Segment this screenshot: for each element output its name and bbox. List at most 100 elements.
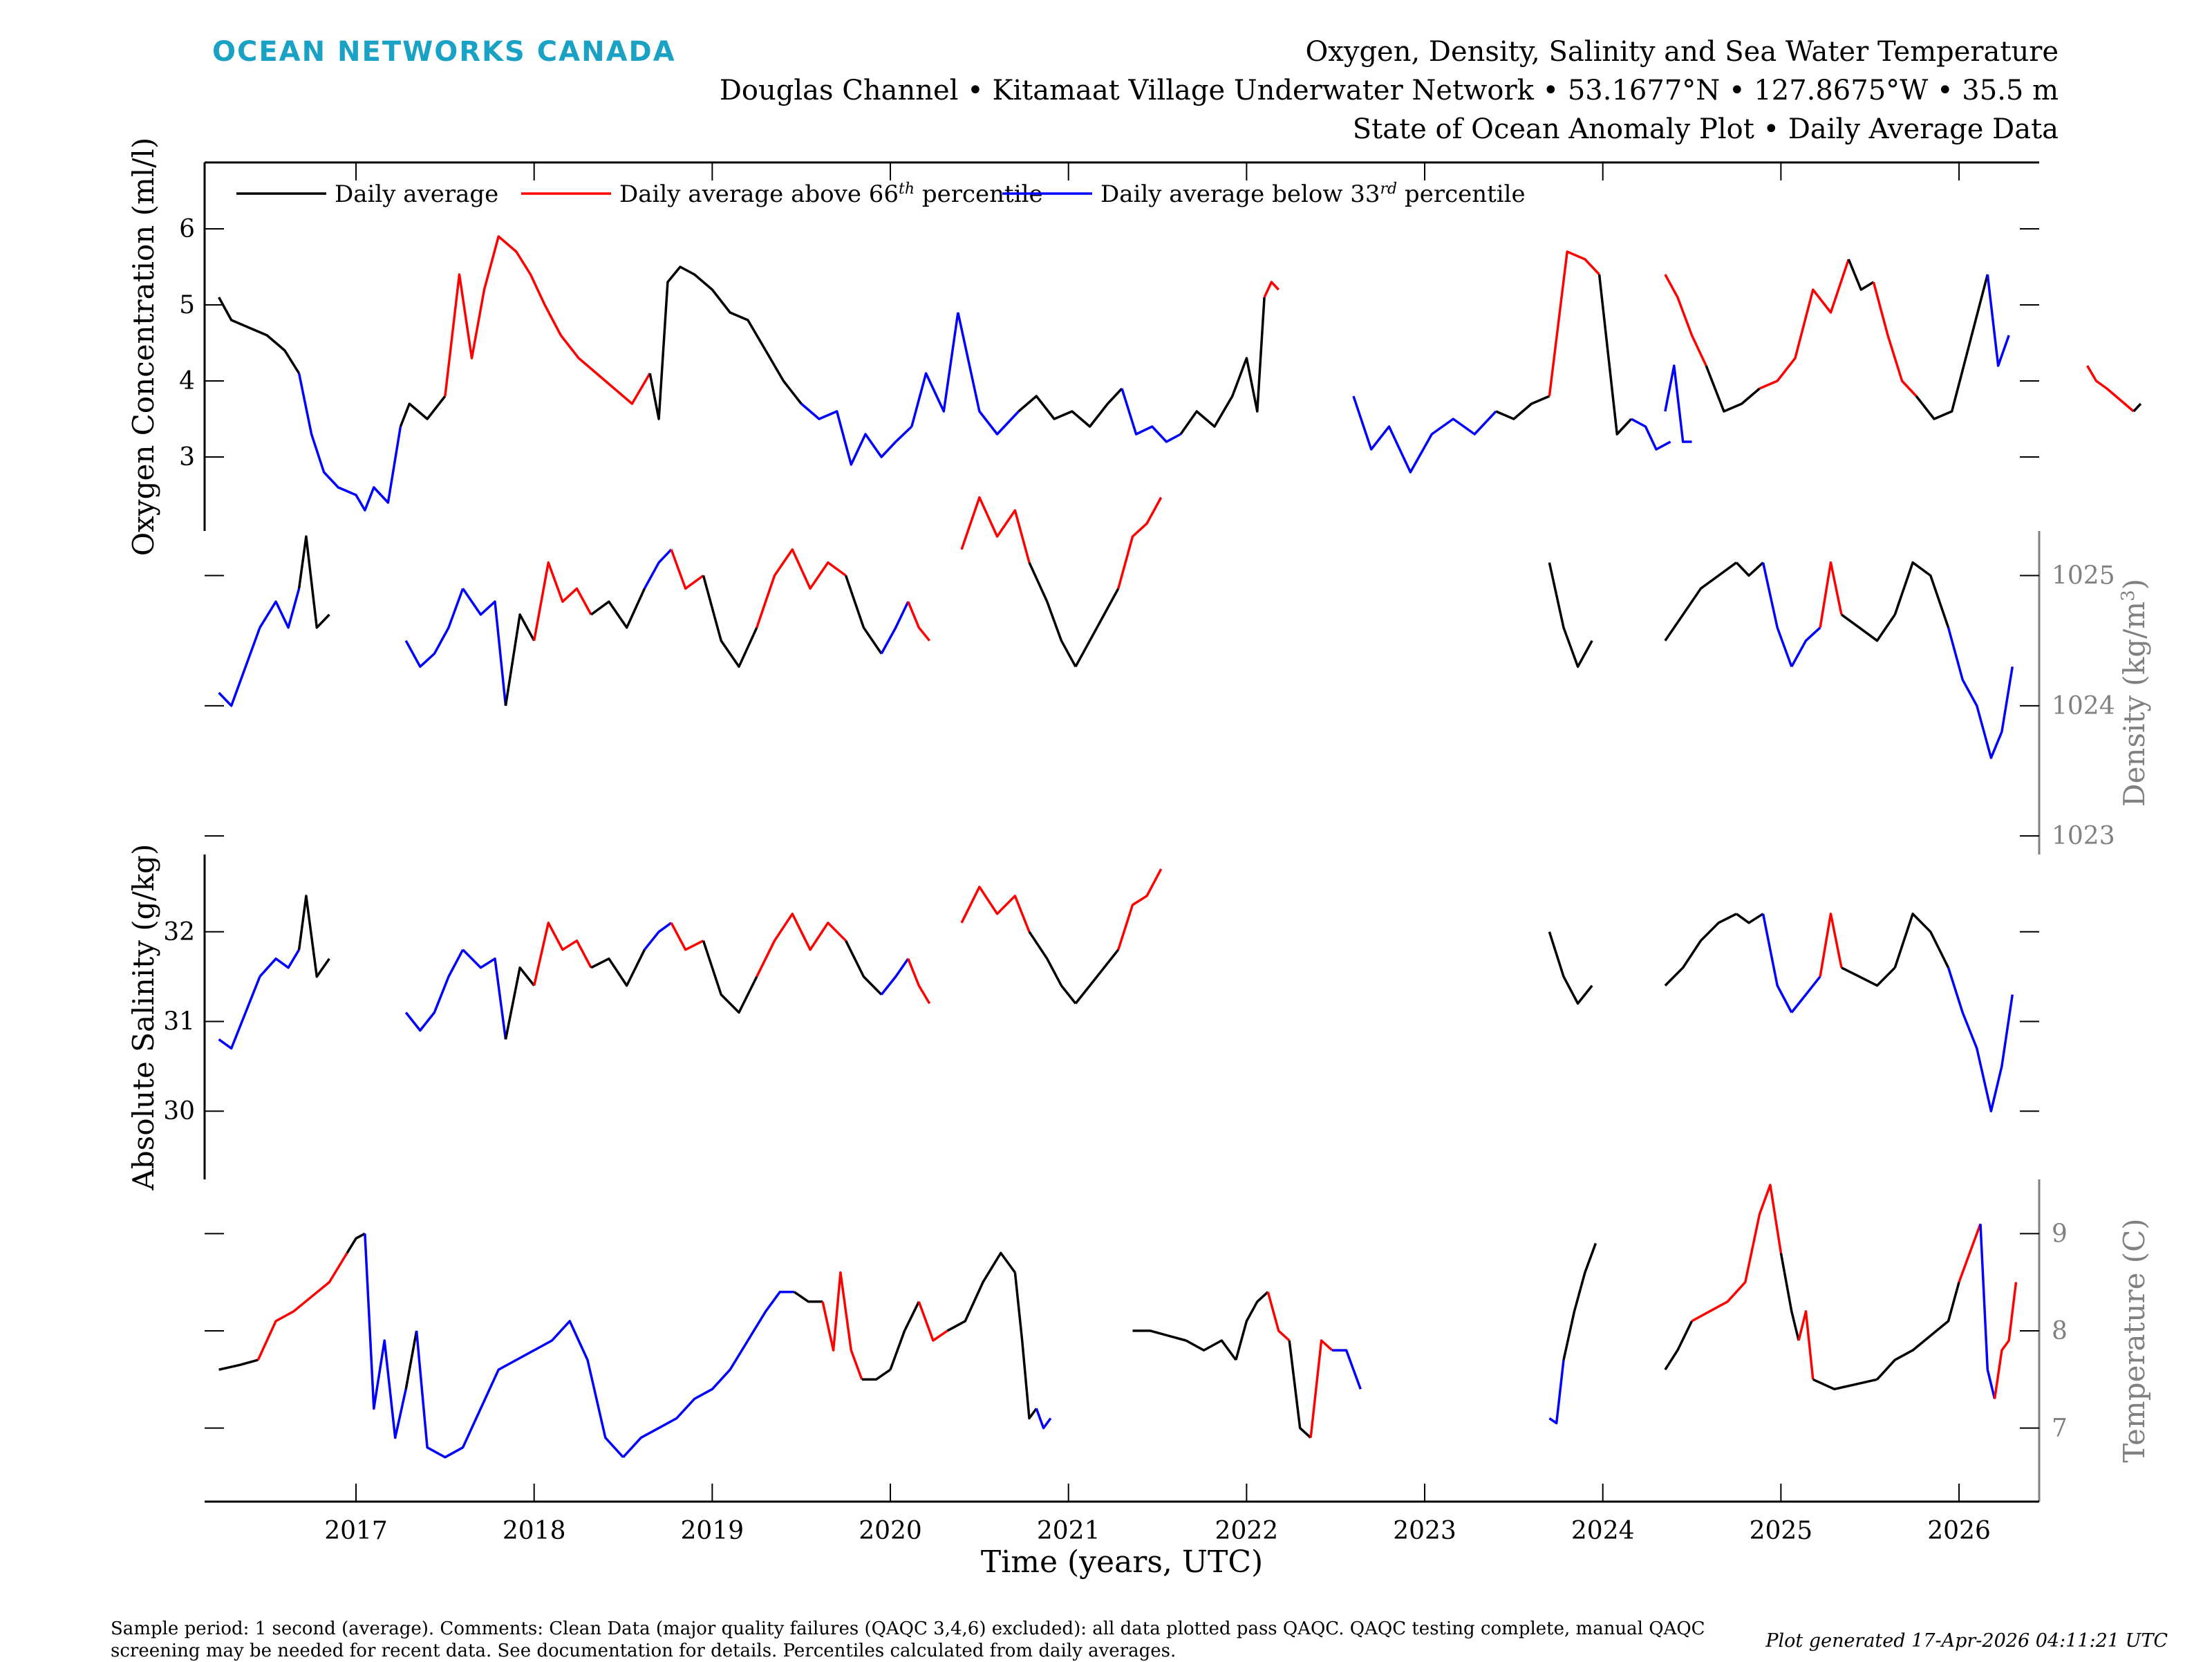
salinity-series-below xyxy=(1790,975,1821,1014)
x-tick-label: 2017 xyxy=(324,1517,388,1545)
density-series-above xyxy=(1819,561,1843,628)
density-series-daily xyxy=(504,613,536,707)
salinity-series-daily xyxy=(297,895,330,978)
density-series-above xyxy=(907,601,931,642)
x-tick-label: 2020 xyxy=(859,1517,922,1545)
temperature-series-daily xyxy=(404,1330,418,1390)
x-tick-label: 2018 xyxy=(503,1517,566,1545)
temperature-series-below xyxy=(364,1233,407,1439)
salinity-series-daily xyxy=(1074,949,1120,1005)
salinity-axis-label: Absolute Salinity (g/kg) xyxy=(126,844,160,1191)
temperature-series-daily xyxy=(346,1232,366,1254)
density-series-daily xyxy=(1735,561,1764,577)
temperature-series-above xyxy=(1797,1310,1815,1380)
density-tick-label: 1023 xyxy=(2052,822,2115,850)
salinity-series-daily xyxy=(1841,967,1896,987)
density-series-daily xyxy=(702,575,758,669)
temperature-series-daily xyxy=(889,1301,920,1370)
oxygen-series-below xyxy=(1664,364,1692,443)
legend-label-below: Daily average below 33rd percentile xyxy=(1100,180,1526,208)
salinity-series-below xyxy=(462,949,507,1040)
plot-generated-timestamp: Plot generated 17-Apr-2026 04:11:21 UTC xyxy=(1765,1630,2168,1652)
temperature-axis-label: Temperature (C) xyxy=(2117,1218,2151,1462)
ocean-networks-canada-logo: OCEAN NETWORKS CANADA xyxy=(212,36,676,68)
oxygen-tick-label: 3 xyxy=(179,443,195,471)
density-series-below xyxy=(1761,562,1793,667)
x-tick-label: 2019 xyxy=(681,1517,744,1545)
salinity-series-daily xyxy=(1893,913,1950,969)
salinity-series-above xyxy=(1819,913,1843,977)
salinity-tick-label: 31 xyxy=(163,1007,195,1036)
temperature-series-daily xyxy=(1562,1242,1597,1361)
salinity-tick-label: 30 xyxy=(163,1097,195,1126)
salinity-series-daily xyxy=(1028,931,1077,1005)
x-axis-label: Time (years, UTC) xyxy=(981,1544,1263,1580)
oxygen-tick-label: 6 xyxy=(179,215,195,243)
salinity-series-below xyxy=(1947,967,2014,1112)
temperature-tick-label: 9 xyxy=(2052,1220,2068,1248)
oxygen-series-above xyxy=(1664,274,1707,366)
density-series-above xyxy=(670,549,704,590)
oxygen-series-above xyxy=(1263,281,1280,298)
oxygen-series-below xyxy=(297,373,402,512)
oxygen-series-above xyxy=(1548,250,1600,397)
chart-subtitle: Douglas Channel • Kitamaat Village Under… xyxy=(719,75,2059,106)
temperature-series-above xyxy=(1309,1339,1333,1438)
oxygen-series-above xyxy=(1872,281,1918,398)
temperature-series-daily xyxy=(1812,1378,1877,1391)
salinity-series-above xyxy=(1117,868,1163,951)
density-series-below xyxy=(404,588,465,669)
temperature-tick-label: 7 xyxy=(2052,1414,2068,1443)
salinity-series-below xyxy=(259,949,301,978)
temperature-series-above xyxy=(256,1252,348,1361)
density-series-below xyxy=(643,548,673,590)
temperature-series-above xyxy=(821,1271,863,1380)
density-series-below xyxy=(462,588,507,706)
oxygen-series-below xyxy=(910,312,959,427)
legend-label-daily: Daily average xyxy=(335,180,498,208)
salinity-series-above xyxy=(960,886,1031,933)
salinity-tick-label: 32 xyxy=(163,918,195,946)
salinity-series-below xyxy=(880,958,910,996)
density-series-above xyxy=(960,496,1031,563)
plot-type-label: State of Ocean Anomaly Plot • Daily Aver… xyxy=(1352,113,2059,145)
oxygen-series-daily xyxy=(2133,402,2142,413)
legend-label-above: Daily average above 66th percentile xyxy=(619,180,1043,208)
oxygen-series-daily xyxy=(399,395,447,427)
x-tick-label: 2024 xyxy=(1571,1517,1635,1545)
temperature-series-daily xyxy=(1235,1291,1269,1361)
density-series-daily xyxy=(1028,561,1077,668)
salinity-series-daily xyxy=(702,940,758,1014)
salinity-series-daily xyxy=(845,940,883,996)
density-series-above xyxy=(1117,496,1163,589)
salinity-series-daily xyxy=(590,949,646,987)
oxygen-axis-label: Oxygen Concentration (ml/l) xyxy=(126,138,160,557)
density-series-below xyxy=(880,601,910,655)
oxygen-series-daily xyxy=(1179,297,1266,436)
density-series-daily xyxy=(590,588,646,629)
x-tick-label: 2023 xyxy=(1393,1517,1456,1545)
footer-comments: Sample period: 1 second (average). Comme… xyxy=(111,1618,1705,1661)
oxygen-tick-label: 5 xyxy=(179,291,195,319)
oxygen-series-daily xyxy=(1495,395,1550,420)
oxygen-series-above xyxy=(444,235,562,397)
salinity-series-below xyxy=(644,922,673,951)
salinity-series-daily xyxy=(504,966,536,1040)
temperature-series-above xyxy=(1266,1291,1291,1342)
oxygen-series-below xyxy=(1121,388,1181,443)
temperature-series-daily xyxy=(1288,1340,1312,1439)
density-series-daily xyxy=(1548,562,1593,669)
density-series-below xyxy=(1947,627,2014,759)
temperature-series-below xyxy=(1035,1408,1052,1430)
temperature-series-below xyxy=(1548,1359,1565,1425)
temperature-series-daily xyxy=(218,1358,259,1371)
oxygen-series-daily xyxy=(1705,365,1761,413)
temperature-series-daily xyxy=(1013,1272,1038,1420)
temperature-series-below xyxy=(747,1290,794,1341)
x-tick-label: 2022 xyxy=(1215,1517,1279,1545)
temperature-series-daily xyxy=(946,1251,1016,1332)
oxygen-series-below xyxy=(1631,418,1671,451)
oxygen-series-above xyxy=(559,334,651,405)
oxygen-series-above xyxy=(1759,259,1850,390)
